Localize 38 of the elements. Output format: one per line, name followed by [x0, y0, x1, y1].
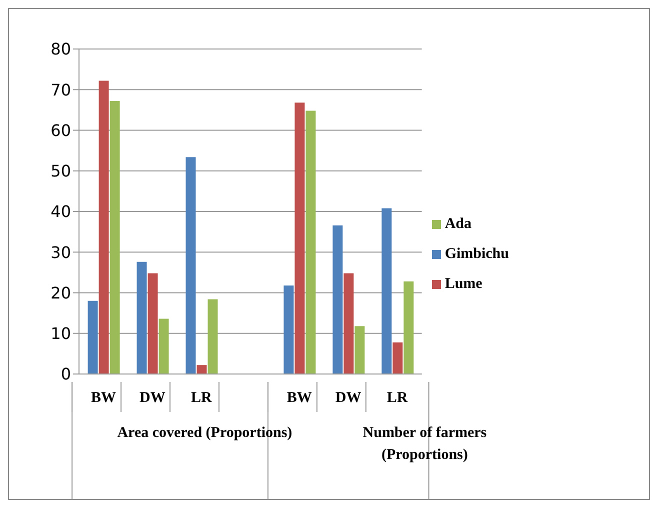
- y-tick-label: 0: [60, 364, 71, 384]
- bar: [354, 326, 365, 374]
- legend-label: Ada: [444, 216, 472, 232]
- x-tick-label: DW: [140, 390, 166, 406]
- bar: [306, 110, 316, 374]
- y-tick-label: 30: [50, 242, 71, 262]
- bar: [344, 273, 354, 374]
- bar: [136, 262, 147, 374]
- y-tick-label: 40: [50, 202, 71, 222]
- legend-label: Gimbichu: [444, 246, 509, 262]
- y-tick-label: 50: [50, 162, 71, 181]
- bar: [284, 285, 294, 374]
- y-tick-label: 80: [50, 40, 71, 59]
- y-tick-label: 10: [50, 324, 71, 344]
- y-tick-label: 60: [50, 120, 71, 140]
- bar: [186, 157, 196, 374]
- bar: [98, 80, 109, 374]
- legend-label: Lume: [444, 276, 482, 292]
- x-tick-label: BW: [286, 390, 312, 406]
- bar: [196, 365, 207, 374]
- x-tick-label: LR: [386, 390, 408, 406]
- bar: [382, 208, 392, 374]
- bar: [294, 102, 305, 374]
- y-tick-label: 20: [50, 283, 71, 302]
- x-tick-label: BW: [90, 390, 116, 406]
- bar: [392, 342, 403, 374]
- bar: [208, 299, 218, 374]
- bar: [404, 281, 414, 374]
- x-tick-label: LR: [191, 390, 212, 406]
- y-tick-label: 70: [50, 80, 71, 100]
- bar: [88, 300, 98, 374]
- bar: [332, 225, 343, 374]
- text: Area covered (Proportions): [116, 424, 294, 443]
- x-tick-label: DW: [335, 390, 362, 406]
- text: Number of farmers (Proportions): [362, 424, 488, 465]
- bar: [158, 318, 169, 374]
- bar: [148, 273, 158, 374]
- bar: [110, 101, 120, 374]
